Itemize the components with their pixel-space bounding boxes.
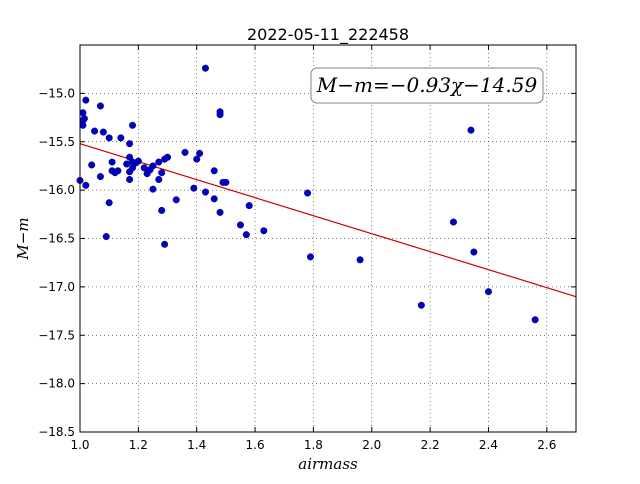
axis-ticks: 1.0 1.2 1.4 1.6 1.8 2.0 2.2 2.4 2.6 −15.0 −15.5 −16…	[38, 45, 576, 452]
data-point	[123, 160, 131, 168]
annotation-text: M−m=−0.93χ−14.59	[316, 73, 538, 97]
data-point	[114, 167, 122, 175]
data-point	[356, 256, 364, 264]
data-point	[102, 233, 110, 241]
data-point	[190, 184, 198, 192]
data-point	[126, 175, 134, 183]
data-point	[236, 221, 244, 229]
data-point	[134, 157, 142, 165]
x-axis-label: airmass	[298, 455, 358, 473]
data-point	[172, 196, 180, 204]
y-tick-label: −18.5	[38, 425, 75, 439]
data-point	[82, 96, 90, 104]
data-point	[108, 158, 116, 166]
y-tick-label: −16.0	[38, 183, 75, 197]
data-point	[105, 134, 113, 142]
data-point	[149, 162, 157, 170]
data-point	[196, 149, 204, 157]
data-point	[164, 153, 172, 161]
data-point	[531, 316, 539, 324]
fit-annotation: M−m=−0.93χ−14.59	[310, 67, 544, 104]
data-point	[155, 158, 163, 166]
data-point	[306, 253, 314, 261]
chart-title: 2022-05-11_222458	[247, 25, 409, 45]
data-point	[245, 202, 253, 210]
data-point	[96, 102, 104, 110]
data-point	[91, 127, 99, 135]
data-point	[126, 140, 134, 148]
data-point	[201, 188, 209, 196]
data-point	[193, 155, 201, 163]
data-point	[484, 288, 492, 296]
y-tick-label: −17.5	[38, 328, 75, 342]
data-point	[417, 301, 425, 309]
data-point	[210, 195, 218, 203]
y-tick-label: −15.0	[38, 86, 75, 100]
x-tick-label: 1.2	[129, 438, 148, 452]
data-point	[88, 161, 96, 169]
data-point	[80, 115, 88, 123]
data-point	[216, 108, 224, 116]
y-tick-label: −17.0	[38, 280, 75, 294]
data-point	[158, 206, 166, 214]
data-point	[216, 208, 224, 216]
data-point	[161, 240, 169, 248]
y-tick-label: −15.5	[38, 135, 75, 149]
x-tick-label: 1.4	[187, 438, 206, 452]
data-point	[242, 231, 250, 239]
data-point	[181, 148, 189, 156]
fit-line-layer	[79, 143, 577, 298]
annotation-box	[310, 67, 544, 104]
x-tick-label: 2.0	[362, 438, 381, 452]
data-point	[129, 121, 137, 129]
data-point	[149, 185, 157, 193]
data-point	[140, 164, 148, 172]
data-point	[99, 128, 107, 136]
x-tick-label: 2.6	[537, 438, 556, 452]
fit-line	[79, 143, 577, 298]
data-point	[155, 175, 163, 183]
data-point	[82, 181, 90, 189]
x-tick-label: 2.2	[421, 438, 440, 452]
data-point	[467, 126, 475, 134]
data-point	[222, 178, 230, 186]
x-tick-label: 1.8	[304, 438, 323, 452]
data-point	[470, 248, 478, 256]
data-point	[210, 167, 218, 175]
data-point	[96, 173, 104, 181]
data-point	[304, 189, 312, 197]
data-point	[260, 227, 268, 235]
data-point	[201, 64, 209, 72]
y-axis-label: M−m	[14, 217, 32, 260]
data-point	[449, 218, 457, 226]
data-points	[76, 64, 539, 324]
data-point	[105, 199, 113, 207]
data-point	[79, 109, 87, 117]
data-point	[158, 169, 166, 177]
y-tick-label: −16.5	[38, 232, 75, 246]
x-tick-label: 1.0	[70, 438, 89, 452]
data-point	[117, 134, 125, 142]
y-tick-label: −18.0	[38, 377, 75, 391]
x-tick-label: 2.4	[479, 438, 498, 452]
x-tick-label: 1.6	[246, 438, 265, 452]
